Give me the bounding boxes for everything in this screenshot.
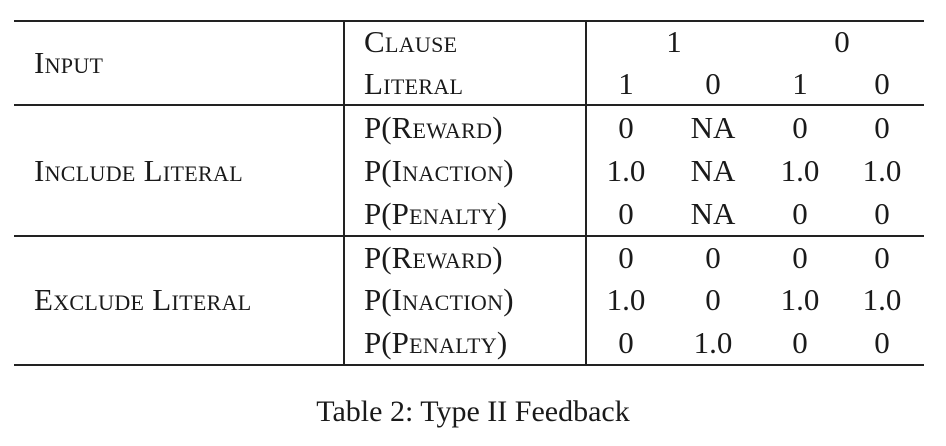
table-cell: 0 (874, 240, 890, 275)
top-rule (14, 20, 924, 22)
table-caption: Table 2: Type II Feedback (316, 395, 630, 428)
table-cell: 0 (874, 325, 890, 360)
table-cell: 1.0 (606, 153, 646, 188)
table-cell: 1.0 (862, 153, 902, 188)
table-cell: NA (690, 153, 736, 188)
table-cell: 0 (705, 240, 721, 275)
row-label: P(Reward) (364, 110, 503, 145)
table-cell: 1.0 (606, 282, 646, 317)
bottom-rule (14, 364, 924, 366)
table-cell: 0 (792, 110, 808, 145)
table-cell: 1.0 (862, 282, 902, 317)
literal-header: Literal (364, 66, 464, 101)
clause-header: Clause (364, 24, 458, 59)
table-cell: 0 (792, 240, 808, 275)
column-divider-1 (343, 20, 345, 365)
table-cell: 0 (618, 110, 634, 145)
table-cell: 0 (874, 196, 890, 231)
group-label-include-literal: Include Literal (34, 153, 243, 188)
row-label: P(Inaction) (364, 153, 514, 188)
table-cell: NA (690, 196, 736, 231)
row-label: P(Penalty) (364, 325, 508, 360)
table-cell: 0 (874, 110, 890, 145)
row-label: P(Penalty) (364, 196, 508, 231)
table-cell: 1.0 (693, 325, 733, 360)
table-cell: 0 (618, 240, 634, 275)
table-cell: 0 (618, 196, 634, 231)
literal-value: 0 (705, 66, 721, 101)
clause-value-1: 1 (666, 24, 682, 59)
table-cell: 0 (618, 325, 634, 360)
table-cell: 0 (705, 282, 721, 317)
column-divider-2 (585, 20, 587, 365)
input-header: Input (34, 45, 104, 80)
literal-value: 0 (874, 66, 890, 101)
table-cell: NA (690, 110, 736, 145)
table-cell: 0 (792, 325, 808, 360)
header-rule (14, 104, 924, 106)
row-label: P(Reward) (364, 240, 503, 275)
table-cell: 0 (792, 196, 808, 231)
table-cell: 1.0 (780, 153, 820, 188)
clause-value-0: 0 (834, 24, 850, 59)
literal-value: 1 (792, 66, 808, 101)
literal-value: 1 (618, 66, 634, 101)
row-label: P(Inaction) (364, 282, 514, 317)
group-rule (14, 235, 924, 237)
table-cell: 1.0 (780, 282, 820, 317)
group-label-exclude-literal: Exclude Literal (34, 282, 252, 317)
